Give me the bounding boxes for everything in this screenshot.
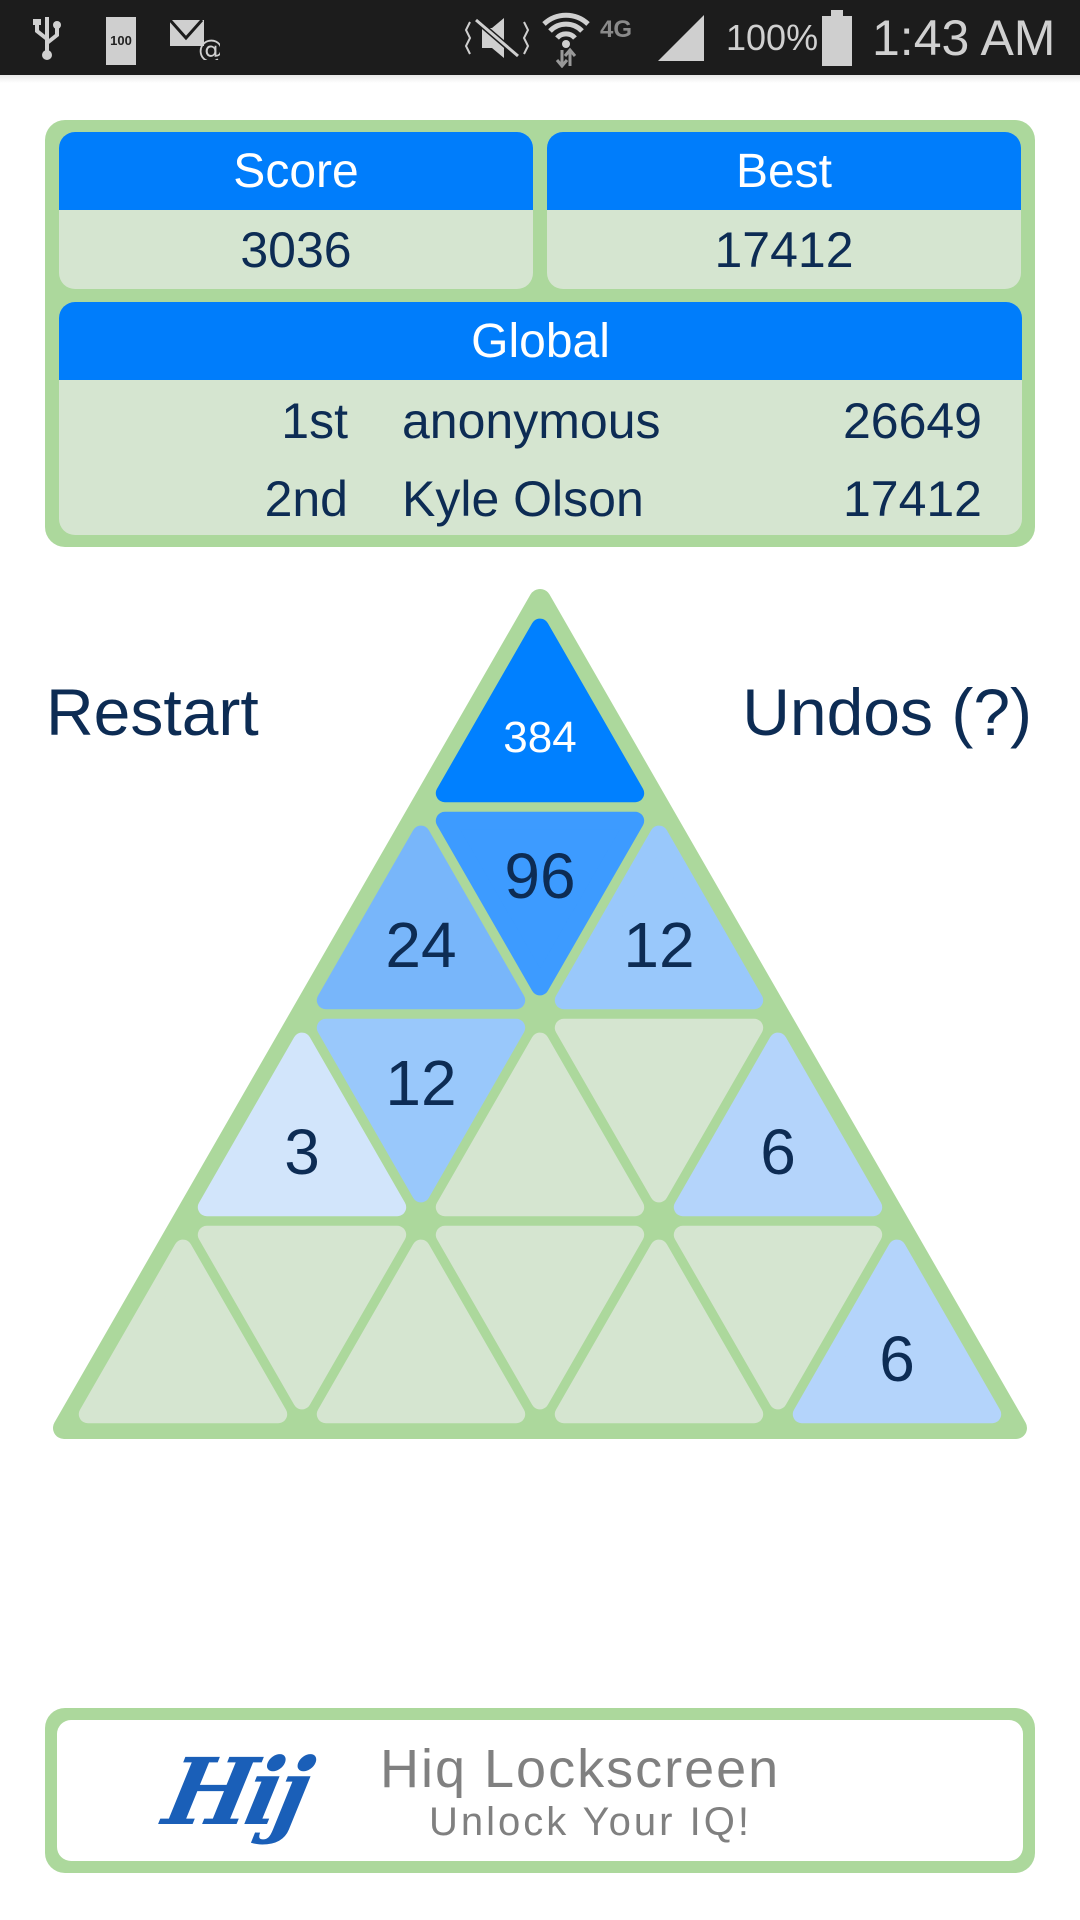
ad-logo: Hij — [155, 1738, 316, 1846]
board-cell[interactable]: 12 — [554, 825, 764, 1010]
leaderboard-name: Kyle Olson — [402, 471, 644, 527]
ad-content[interactable]: Hij Hiq Lockscreen Unlock Your IQ! — [57, 1720, 1023, 1861]
status-bar: 100 @ 4G 100% 1:43 AM — [0, 0, 1080, 75]
status-bar-shadow — [0, 75, 1080, 83]
battery-level-label: 100 — [110, 32, 132, 48]
leaderboard-score: 26649 — [842, 393, 982, 449]
board-cell-shape — [316, 825, 526, 1010]
board-cell-empty[interactable] — [554, 1018, 764, 1203]
board-cell-shape — [435, 1032, 645, 1217]
best-box: Best 17412 — [547, 132, 1021, 289]
board-cell-empty[interactable] — [435, 1225, 645, 1410]
board-cell-value: 384 — [503, 713, 576, 762]
board-cell-value: 6 — [879, 1323, 915, 1395]
board-cell[interactable]: 384 — [435, 618, 645, 803]
board-cell-shape — [554, 1239, 764, 1424]
board-cell-shape — [435, 811, 645, 996]
board-cell-value: 12 — [623, 909, 694, 981]
board-cell-value: 6 — [760, 1116, 796, 1188]
score-panel: Score 3036 Best 17412 Global 1st anonymo… — [45, 120, 1035, 547]
board-cell-empty[interactable] — [78, 1239, 288, 1424]
board-cell-value: 3 — [284, 1116, 320, 1188]
best-label: Best — [547, 132, 1021, 210]
global-leaderboard: Global 1st anonymous 26649 2nd Kyle Olso… — [59, 302, 1022, 535]
board-cell-shape — [435, 618, 645, 803]
svg-text:@: @ — [198, 35, 220, 60]
ad-title: Hiq Lockscreen — [380, 1739, 781, 1799]
board-cell[interactable]: 6 — [792, 1239, 1002, 1424]
board-cell-value: 24 — [385, 909, 456, 981]
board-frame — [53, 589, 1027, 1439]
4g-lte-icon: 4G — [600, 15, 633, 43]
board-cell-shape — [316, 1239, 526, 1424]
board-cell-shape — [673, 1225, 883, 1410]
board-cell-shape — [673, 1032, 883, 1217]
leaderboard-score: 17412 — [842, 471, 982, 527]
restart-button[interactable]: Restart — [46, 675, 259, 749]
board-cell-shape — [435, 1225, 645, 1410]
best-value: 17412 — [714, 221, 854, 278]
score-value: 3036 — [240, 221, 352, 278]
board-cell-value: 12 — [385, 1047, 456, 1119]
board-cell[interactable]: 3 — [197, 1032, 407, 1217]
board-cell-empty[interactable] — [197, 1225, 407, 1410]
board-cell[interactable]: 96 — [435, 811, 645, 996]
game-board[interactable]: 384 24 96 12 3 12 6 6 — [0, 560, 1080, 1460]
board-cell-shape — [554, 1018, 764, 1203]
board-cell-value: 96 — [504, 840, 575, 912]
board-cell-shape — [197, 1225, 407, 1410]
board-cell[interactable]: 12 — [316, 1018, 526, 1203]
undos-button[interactable]: Undos (?) — [742, 675, 1032, 749]
signal-icon — [656, 0, 706, 75]
email-error-icon: @ — [168, 0, 220, 75]
ad-tagline: Unlock Your IQ! — [429, 1800, 752, 1844]
leaderboard-name: anonymous — [402, 393, 661, 449]
board-cell-shape — [792, 1239, 1002, 1424]
battery-percent: 100% — [726, 16, 819, 58]
score-box: Score 3036 — [59, 132, 533, 289]
board-cell-empty[interactable] — [316, 1239, 526, 1424]
board-cell-empty[interactable] — [673, 1225, 883, 1410]
usb-icon — [32, 0, 62, 75]
board-cell-shape — [316, 1018, 526, 1203]
global-label: Global — [59, 302, 1022, 380]
battery-100-icon: 100 — [106, 0, 136, 75]
leaderboard-rank: 2nd — [264, 471, 348, 527]
board-cell-shape — [78, 1239, 288, 1424]
wifi-icon — [540, 0, 592, 75]
board-cell[interactable]: 6 — [673, 1032, 883, 1217]
score-label: Score — [59, 132, 533, 210]
board-cell-empty[interactable] — [435, 1032, 645, 1217]
leaderboard-rank: 1st — [281, 393, 348, 449]
board-cell[interactable]: 24 — [316, 825, 526, 1010]
battery-icon — [822, 0, 852, 75]
ad-banner[interactable]: Hij Hiq Lockscreen Unlock Your IQ! — [45, 1708, 1035, 1873]
clock: 1:43 AM — [872, 9, 1056, 66]
mute-icon — [462, 0, 532, 75]
board-cell-shape — [554, 825, 764, 1010]
board-cell-shape — [197, 1032, 407, 1217]
board-cell-empty[interactable] — [554, 1239, 764, 1424]
